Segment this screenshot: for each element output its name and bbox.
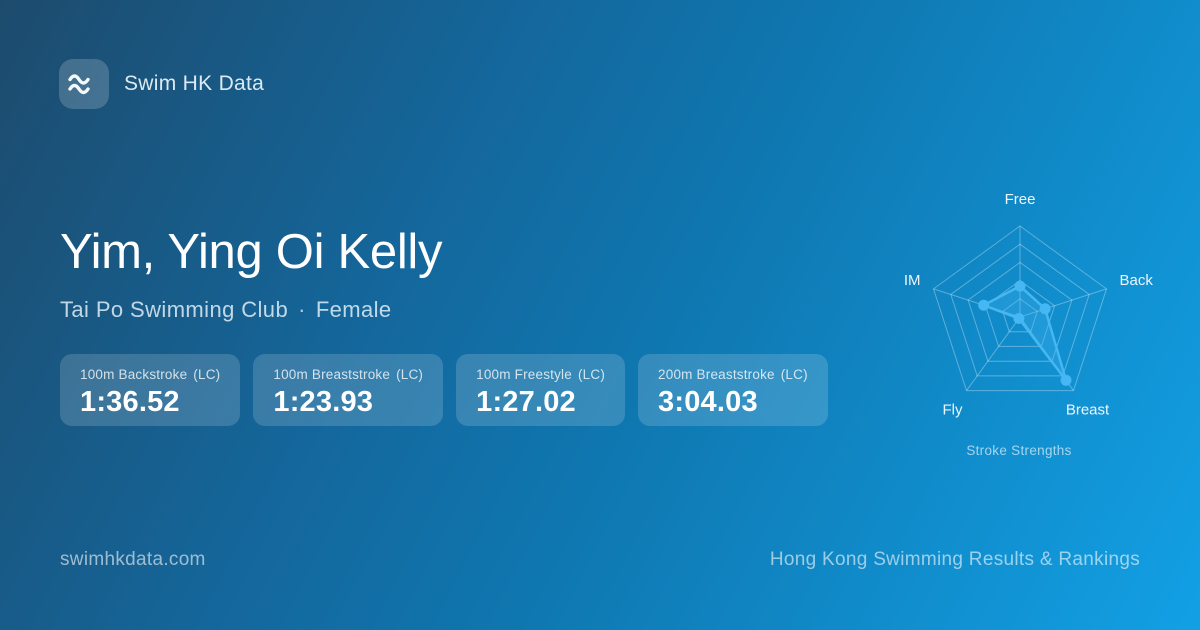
time-value: 1:36.52 (80, 386, 180, 418)
event-label: 100m Freestyle (LC) (476, 367, 606, 382)
site-url: swimhkdata.com (60, 549, 206, 570)
radar-axis-label: Free (1005, 191, 1036, 208)
radar-axis-label: Fly (943, 402, 963, 419)
app-logo (59, 59, 109, 109)
course-label: (LC) (193, 367, 221, 382)
best-times-row: 100m Backstroke (LC) 1:36.52 100m Breasts… (60, 354, 828, 426)
brand-name: Swim HK Data (124, 72, 265, 95)
separator-dot: · (298, 297, 306, 322)
stat-card: 100m Breaststroke (LC) 1:23.93 (253, 354, 444, 426)
event-label: 100m Breaststroke (LC) (273, 367, 424, 382)
event-label: 100m Backstroke (LC) (80, 367, 221, 382)
radar-series (982, 284, 1068, 382)
radar-grid-ring (932, 225, 1108, 392)
radar-axis-label: IM (904, 272, 921, 289)
stat-card: 100m Freestyle (LC) 1:27.02 (456, 354, 626, 426)
radar-grid-ring (967, 261, 1073, 362)
stat-card: 100m Backstroke (LC) 1:36.52 (60, 354, 241, 426)
site-tagline: Hong Kong Swimming Results & Rankings (769, 549, 1140, 570)
club-name: Tai Po Swimming Club (60, 297, 289, 322)
swimmer-meta: Tai Po Swimming Club · Female (60, 297, 392, 323)
radar-grid-ring (1002, 298, 1038, 333)
chart-title: Stroke Strengths (966, 443, 1072, 458)
radar-point (1013, 313, 1025, 324)
radar-point (978, 299, 990, 311)
course-label: (LC) (396, 367, 424, 382)
radar-point (1039, 303, 1051, 315)
stroke-radar-chart: Free Back Breast Fly IM (869, 170, 1169, 470)
course-label: (LC) (577, 367, 606, 382)
event-label: 200m Breaststroke (LC) (658, 367, 808, 382)
time-value: 3:04.03 (658, 386, 758, 418)
radar-svg: Free Back Breast Fly IM (904, 191, 1154, 419)
radar-point (1014, 280, 1026, 292)
time-value: 1:27.02 (476, 386, 576, 418)
course-label: (LC) (780, 367, 808, 382)
waves-icon (68, 74, 90, 95)
radar-axis-line (966, 316, 1021, 391)
time-value: 1:23.93 (273, 386, 374, 418)
radar-point (1060, 374, 1072, 386)
stat-card: 200m Breaststroke (LC) 3:04.03 (638, 354, 828, 426)
radar-axis-line (1019, 288, 1107, 318)
radar-grid-ring (950, 243, 1090, 377)
gender-label: Female (315, 297, 392, 322)
radar-axis-label: Breast (1066, 402, 1110, 419)
swimmer-name: Yim, Ying Oi Kelly (60, 225, 443, 279)
radar-axis-label: Back (1120, 272, 1154, 289)
